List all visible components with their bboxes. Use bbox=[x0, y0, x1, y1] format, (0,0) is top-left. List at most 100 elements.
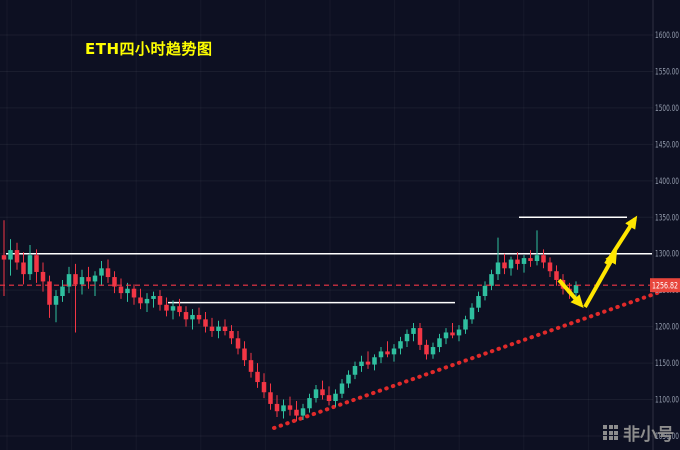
candle-body bbox=[261, 382, 267, 393]
candle-body bbox=[66, 274, 72, 287]
candle-body bbox=[118, 286, 124, 294]
candle-body bbox=[53, 296, 59, 305]
candle-body bbox=[92, 275, 98, 282]
candle-body bbox=[27, 255, 33, 275]
candle-body bbox=[398, 341, 403, 349]
candle-body bbox=[268, 392, 273, 404]
candle-body bbox=[222, 326, 228, 332]
y-axis-tick-label: 1200.00 bbox=[655, 323, 679, 333]
candle-body bbox=[482, 285, 488, 297]
candle-body bbox=[105, 268, 111, 278]
candle-body bbox=[157, 296, 163, 305]
candle-body bbox=[209, 326, 215, 332]
candle-body bbox=[469, 307, 475, 320]
candle-body bbox=[404, 333, 410, 342]
candle-body bbox=[40, 271, 46, 282]
candle-body bbox=[528, 258, 533, 262]
candle-body bbox=[541, 255, 546, 263]
candle-body bbox=[476, 296, 481, 308]
candle-body bbox=[8, 250, 13, 260]
candle-body bbox=[365, 361, 371, 365]
candle-body bbox=[450, 332, 455, 336]
candle-body bbox=[372, 357, 377, 365]
candle-body bbox=[255, 371, 260, 383]
candle-body bbox=[385, 351, 390, 355]
y-axis-tick-label: 1550.00 bbox=[655, 67, 679, 77]
candle-body bbox=[313, 389, 319, 399]
candle-body bbox=[151, 296, 156, 299]
candle-body bbox=[554, 271, 559, 280]
candle-body bbox=[378, 351, 384, 358]
candle-body bbox=[489, 274, 494, 286]
candle-body bbox=[1, 255, 7, 260]
candle-body bbox=[73, 274, 78, 285]
candle-body bbox=[170, 306, 176, 311]
forecast-arrow-3 bbox=[604, 215, 638, 266]
candle-body bbox=[242, 348, 247, 361]
candle-body bbox=[287, 405, 293, 410]
candle-body bbox=[456, 329, 462, 336]
candle-body bbox=[521, 258, 527, 264]
chart-title: ETH四小时趋势图 bbox=[85, 40, 213, 58]
forecast-arrow-2 bbox=[583, 250, 617, 308]
candle-body bbox=[235, 338, 241, 349]
y-axis-tick-label: 1400.00 bbox=[655, 177, 679, 187]
candle-body bbox=[339, 383, 345, 394]
candle-body bbox=[430, 347, 436, 355]
y-axis-tick-label: 1150.00 bbox=[655, 359, 679, 369]
candle-body bbox=[495, 262, 501, 275]
candle-body bbox=[274, 403, 280, 412]
y-axis-tick-label: 1350.00 bbox=[655, 213, 679, 223]
candle-body bbox=[190, 314, 195, 320]
candle-body bbox=[248, 360, 254, 372]
candle-body bbox=[203, 319, 208, 327]
y-axis-tick-label: 1100.00 bbox=[655, 396, 679, 406]
candle-body bbox=[391, 348, 397, 355]
candle-body bbox=[86, 277, 91, 282]
candle-body bbox=[14, 250, 20, 263]
candle-body bbox=[346, 374, 351, 384]
candle-body bbox=[47, 281, 52, 305]
y-axis-tick-label: 1300.00 bbox=[655, 250, 679, 260]
candle-body bbox=[60, 286, 65, 297]
candle-body bbox=[164, 304, 169, 311]
candle-body bbox=[547, 262, 553, 272]
candle-body bbox=[294, 409, 299, 416]
y-axis-tick-label: 1050.00 bbox=[655, 432, 679, 442]
candle-body bbox=[437, 338, 442, 348]
candle-body bbox=[99, 268, 104, 276]
watermark: 非小号 bbox=[603, 420, 674, 445]
candle-body bbox=[352, 366, 358, 375]
candle-body bbox=[229, 331, 234, 339]
candle-body bbox=[216, 326, 221, 332]
candle-body bbox=[502, 262, 507, 269]
candle-body bbox=[34, 255, 39, 272]
candle-body bbox=[144, 298, 150, 304]
candle-body bbox=[21, 262, 26, 275]
forecast-arrow-1 bbox=[557, 278, 584, 309]
candle-body bbox=[125, 288, 130, 294]
watermark-logo-icon bbox=[603, 425, 618, 440]
candle-body bbox=[112, 277, 117, 287]
candle-body bbox=[417, 328, 423, 345]
y-axis-tick-label: 1500.00 bbox=[655, 104, 679, 114]
candle-body bbox=[333, 393, 338, 402]
candle-body bbox=[138, 297, 143, 304]
candle-body bbox=[424, 344, 429, 355]
candle-body bbox=[177, 306, 182, 313]
y-axis-tick-label: 1600.00 bbox=[655, 31, 679, 41]
candle-body bbox=[131, 288, 137, 298]
candle-body bbox=[196, 314, 202, 320]
candle-body bbox=[326, 395, 332, 402]
candle-body bbox=[300, 408, 306, 416]
candle-body bbox=[508, 259, 514, 269]
candle-body bbox=[307, 398, 312, 409]
candle-body bbox=[79, 277, 85, 285]
watermark-text: 非小号 bbox=[623, 425, 674, 445]
candle-body bbox=[320, 389, 325, 396]
candle-body bbox=[359, 361, 364, 367]
candle-body bbox=[411, 328, 416, 334]
candle-body bbox=[463, 319, 468, 330]
